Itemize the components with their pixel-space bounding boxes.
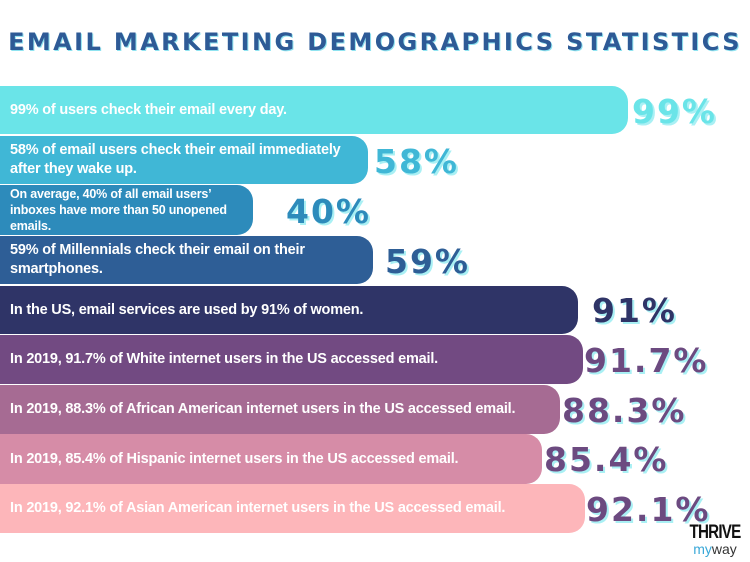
bar-7: In 2019, 88.3% of African American inter…: [0, 385, 560, 434]
bar-value-label: 92.1%: [586, 490, 711, 529]
bar-text: In 2019, 88.3% of African American inter…: [10, 401, 516, 417]
thrive-my-way-logo: THRIVE myway: [683, 522, 747, 557]
bar-value-label: 88.3%: [562, 391, 687, 430]
bar-5: In the US, email services are used by 91…: [0, 286, 578, 334]
bar-9: In 2019, 92.1% of Asian American interne…: [0, 484, 585, 533]
logo-way-text: way: [711, 541, 737, 557]
bar-6: In 2019, 91.7% of White internet users i…: [0, 335, 583, 384]
bar-value-label: 59%: [385, 242, 470, 281]
bar-2: 58% of email users check their email imm…: [0, 136, 368, 184]
bar-8: In 2019, 85.4% of Hispanic internet user…: [0, 434, 542, 484]
bar-value-label: 91.7%: [584, 341, 709, 380]
bar-text: 99% of users check their email every day…: [10, 101, 287, 118]
bar-value-label: 99%: [632, 92, 717, 131]
bar-text: 58% of email users check their email imm…: [10, 142, 341, 177]
bar-text: In 2019, 91.7% of White internet users i…: [10, 351, 439, 367]
bar-text: In 2019, 85.4% of Hispanic internet user…: [10, 450, 459, 467]
bar-value-label: 91%: [592, 291, 677, 330]
bar-text: In 2019, 92.1% of Asian American interne…: [10, 500, 506, 516]
bar-value-label: 40%: [286, 192, 371, 231]
page-title: EMAIL MARKETING DEMOGRAPHICS STATISTICS: [8, 28, 742, 56]
bar-3: On average, 40% of all email users’ inbo…: [0, 185, 253, 235]
bar-text: In the US, email services are used by 91…: [10, 301, 364, 318]
bar-1: 99% of users check their email every day…: [0, 86, 628, 134]
bar-text: 59% of Millennials check their email on …: [10, 242, 305, 277]
bar-value-label: 85.4%: [544, 440, 669, 479]
bar-4: 59% of Millennials check their email on …: [0, 236, 373, 284]
bar-value-label: 58%: [374, 142, 459, 181]
logo-top-text: THRIVE: [689, 522, 742, 543]
logo-my-text: my: [693, 541, 712, 557]
bar-text: On average, 40% of all email users’ inbo…: [10, 187, 227, 233]
